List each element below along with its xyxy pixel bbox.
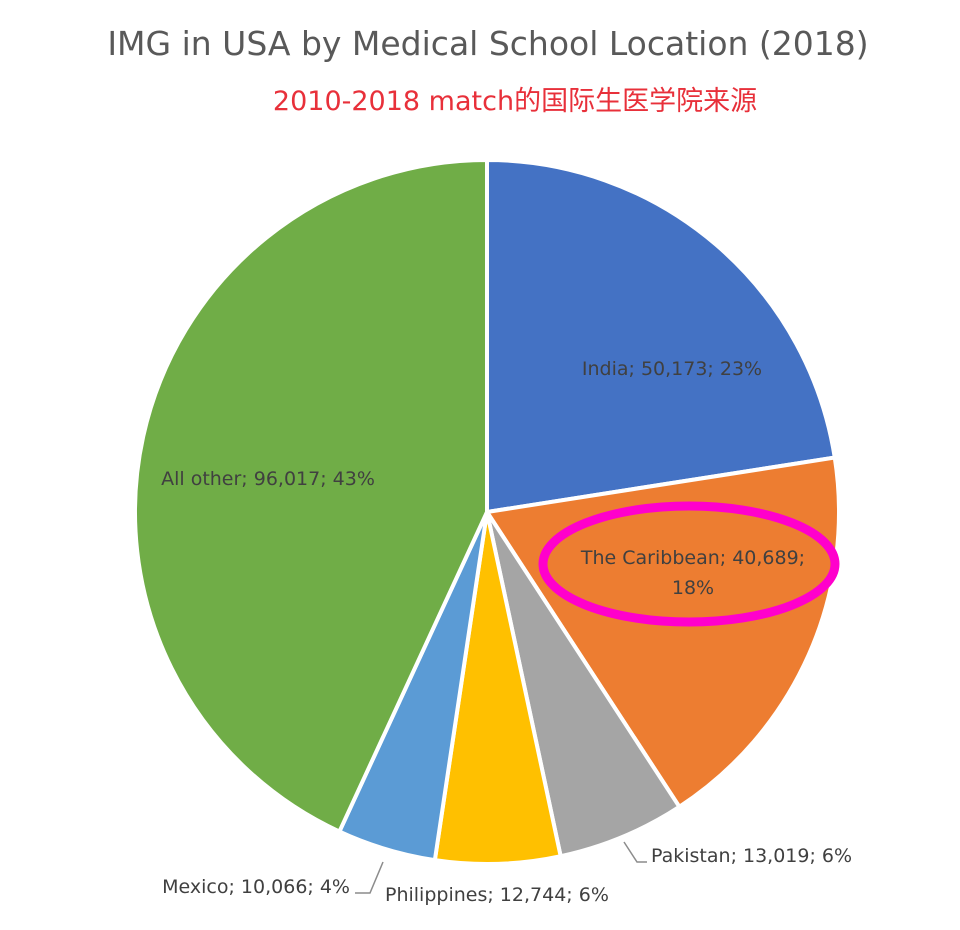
data-label-philippines: Philippines; 12,744; 6% — [385, 884, 609, 906]
data-label-the-caribbean: The Caribbean; 40,689; 18% — [580, 547, 805, 599]
slice-all-other — [133, 157, 489, 835]
slice-philippines — [432, 511, 564, 866]
highlight-layer — [538, 501, 840, 627]
leader-lines — [355, 841, 647, 894]
leader-line-pakistan — [623, 841, 647, 863]
data-labels: India; 50,173; 23% The Caribbean; 40,689;… — [161, 358, 852, 906]
chart-title: IMG in USA by Medical School Location (2… — [107, 24, 868, 63]
data-label-india: India; 50,173; 23% — [582, 358, 762, 380]
data-label-mexico: Mexico; 10,066; 4% — [162, 876, 350, 898]
chart-subtitle: 2010-2018 match的国际生医学院来源 — [273, 86, 757, 117]
slice-the-caribbean — [483, 455, 841, 810]
slices-layer — [133, 157, 841, 866]
data-label-pakistan: Pakistan; 13,019; 6% — [651, 845, 852, 867]
highlight-ellipse — [538, 501, 840, 627]
slice-india — [485, 157, 838, 515]
slice-pakistan — [485, 510, 683, 859]
data-label-all-other: All other; 96,017; 43% — [161, 468, 375, 490]
leader-line-mexico — [355, 861, 384, 894]
